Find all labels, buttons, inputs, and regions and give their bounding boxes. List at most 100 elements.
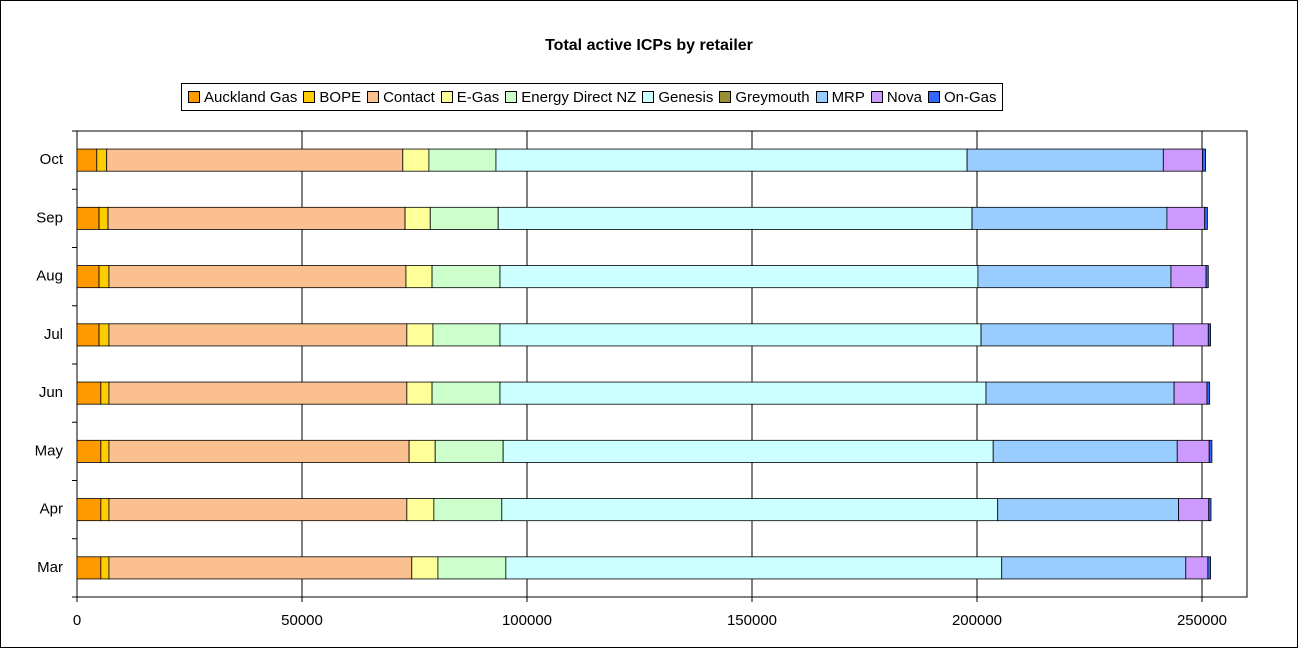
bar-segment <box>76 439 102 463</box>
bar-segment <box>429 206 499 230</box>
bar-segment <box>997 498 1180 522</box>
bar-segment <box>108 265 407 289</box>
bar-segment <box>106 148 404 172</box>
legend-label: Contact <box>383 88 435 106</box>
y-tick-label: Aug <box>36 268 63 285</box>
bar-segment <box>76 148 98 172</box>
legend-item: On-Gas <box>927 89 996 106</box>
legend-label: BOPE <box>319 88 362 106</box>
bar-segment <box>433 498 503 522</box>
bar-segment <box>985 381 1175 405</box>
bar-segment <box>992 439 1178 463</box>
legend-label: Auckland Gas <box>204 88 298 106</box>
bar-segment <box>1173 381 1208 405</box>
bar-segment <box>437 556 507 580</box>
bar-segment <box>1208 439 1213 463</box>
legend-item: MRP <box>815 89 865 106</box>
bar-segment <box>499 381 987 405</box>
legend-label: Genesis <box>658 88 714 106</box>
y-tick-label: Mar <box>37 559 63 576</box>
bar-segment <box>406 381 433 405</box>
y-tick-label: Oct <box>40 151 64 168</box>
x-tick-label: 50000 <box>281 612 323 629</box>
x-tick-label: 200000 <box>952 612 1002 629</box>
bar-segment <box>980 323 1174 347</box>
x-tick-label: 150000 <box>727 612 777 629</box>
legend-label: Nova <box>886 88 922 106</box>
legend-item: Nova <box>870 88 922 106</box>
y-tick-label: Jun <box>39 384 63 401</box>
bar-segment <box>499 323 982 347</box>
bar-segment <box>1162 148 1203 172</box>
legend-swatch <box>188 91 200 103</box>
bar-segment <box>98 323 110 347</box>
legend-item: Contact <box>367 89 435 106</box>
x-tick-label: 250000 <box>1177 612 1227 629</box>
bar-segment <box>1206 381 1211 405</box>
legend-label: E-Gas <box>456 88 500 106</box>
bar-segment <box>76 265 100 289</box>
legend-swatch <box>642 91 655 103</box>
bar-segment <box>100 439 110 463</box>
y-tick-label: Apr <box>40 501 63 518</box>
bar-segment <box>108 556 413 580</box>
legend-swatch <box>927 91 940 103</box>
bar-segment <box>96 148 108 172</box>
legend-label: Greymouth <box>735 88 810 106</box>
bar-segment <box>428 148 497 172</box>
legend-item: Greymouth <box>719 88 810 106</box>
legend-swatch <box>870 91 883 103</box>
bar-segment <box>1176 439 1210 463</box>
legend-item: Genesis <box>642 89 713 106</box>
bar-segment <box>108 381 408 405</box>
bar-segment <box>411 556 439 580</box>
y-tick-label: May <box>35 442 64 459</box>
bar-segment <box>1172 323 1209 347</box>
bar-segment <box>405 265 433 289</box>
bar-segment <box>76 323 100 347</box>
bar-segment <box>76 556 102 580</box>
bar-segment <box>505 556 1003 580</box>
bar-segment <box>499 265 979 289</box>
bar-segment <box>98 206 109 230</box>
bar-segment <box>108 323 408 347</box>
x-tick-label: 100000 <box>502 612 552 629</box>
bar-segment <box>108 498 408 522</box>
bar-segment <box>977 265 1172 289</box>
legend-item: BOPE <box>303 89 361 106</box>
bar-segment <box>1204 206 1208 230</box>
legend-item: E-Gas <box>440 88 500 106</box>
legend: Auckland Gas BOPE Contact E-Gas Energy Direc… <box>181 83 1004 111</box>
bar-segment <box>98 265 110 289</box>
bar-segment <box>1166 206 1206 230</box>
bar-segment <box>76 381 102 405</box>
bar-segment <box>107 206 406 230</box>
bar-segment <box>434 439 504 463</box>
plot-area <box>76 130 1248 598</box>
legend-swatch <box>719 91 732 103</box>
bar-segment <box>971 206 1168 230</box>
legend-swatch <box>505 91 518 103</box>
legend-swatch <box>815 91 828 103</box>
legend-label: Energy Direct NZ <box>521 88 637 106</box>
bar-segment <box>1178 498 1210 522</box>
y-tick-label: Jul <box>44 326 63 343</box>
bar-segment <box>404 206 431 230</box>
legend-swatch <box>367 91 380 103</box>
bar-segment <box>966 148 1164 172</box>
bar-segment <box>1170 265 1207 289</box>
bar-segment <box>1185 556 1209 580</box>
legend-swatch <box>440 91 453 103</box>
bar-segment <box>431 265 501 289</box>
y-tick-label: Sep <box>36 209 63 226</box>
bar-segment <box>402 148 430 172</box>
chart-title: Total active ICPs by retailer <box>545 37 753 54</box>
bar-segment <box>76 498 102 522</box>
legend-swatch <box>303 91 316 103</box>
bar-segment <box>108 439 410 463</box>
bar-segment <box>1208 498 1212 522</box>
bar-segment <box>502 439 994 463</box>
bar-segment <box>495 148 968 172</box>
